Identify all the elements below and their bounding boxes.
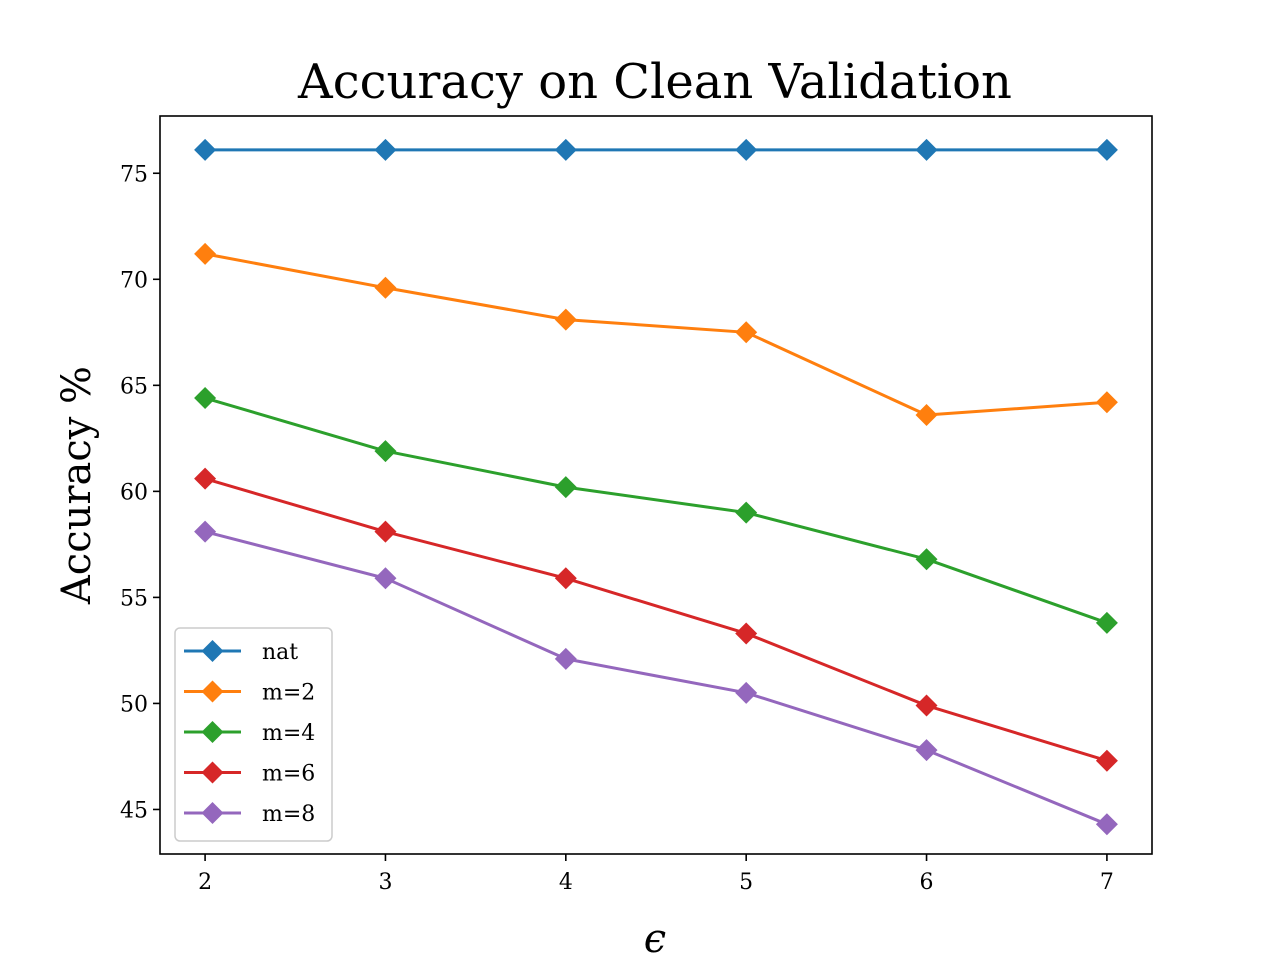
data-point [374, 567, 397, 590]
data-point [194, 467, 217, 490]
series-line [204, 477, 1108, 763]
series-line [204, 396, 1108, 625]
data-point [554, 567, 577, 590]
x-tick-label: 4 [559, 870, 573, 895]
legend-marker [201, 802, 224, 824]
chart-title: Accuracy on Clean Validation [297, 54, 1012, 110]
y-tick-label: 75 [120, 162, 148, 187]
data-point [735, 622, 758, 645]
x-tick-label: 5 [739, 870, 753, 895]
series-m-4 [194, 387, 1118, 634]
x-tick-label: 7 [1100, 870, 1114, 895]
series-nat [194, 138, 1118, 161]
y-axis-label: Accuracy % [54, 366, 100, 605]
legend-marker [201, 680, 224, 703]
data-point [374, 520, 397, 543]
legend-label: m=4 [262, 721, 315, 746]
series-m-6 [194, 467, 1118, 772]
data-point [554, 308, 577, 331]
y-tick-label: 45 [120, 798, 148, 823]
legend-entry: nat [184, 640, 298, 665]
data-point [1095, 749, 1118, 772]
x-tick-label: 6 [920, 870, 934, 895]
data-point [915, 138, 938, 161]
legend-entry: m=4 [184, 721, 315, 746]
data-point [915, 694, 938, 717]
series-line [204, 530, 1108, 826]
legend-label: m=8 [262, 802, 315, 827]
legend-entry: m=6 [184, 761, 315, 787]
y-tick-label: 70 [120, 268, 148, 293]
data-point [1095, 391, 1118, 414]
data-point [1095, 138, 1118, 161]
data-point [194, 138, 217, 161]
data-point [735, 681, 758, 704]
y-tick-label: 50 [120, 692, 148, 717]
x-tick-label: 2 [198, 870, 212, 895]
data-point [735, 501, 758, 524]
data-point [915, 739, 938, 762]
series-m-8 [194, 520, 1118, 836]
legend-entry: m=2 [184, 680, 315, 706]
x-tick-label: 3 [378, 870, 392, 895]
data-point [554, 647, 577, 670]
plot-area [194, 138, 1118, 836]
legend-marker [201, 640, 224, 662]
y-tick-label: 55 [120, 586, 148, 611]
data-point [735, 321, 758, 344]
legend-label: m=2 [262, 681, 315, 706]
data-point [194, 242, 217, 265]
data-point [374, 440, 397, 463]
data-point [1095, 611, 1118, 634]
data-point [1095, 813, 1118, 836]
x-axis-label: ϵ [644, 916, 666, 960]
series-line [204, 252, 1108, 417]
y-tick-label: 60 [120, 480, 148, 505]
data-point [374, 138, 397, 161]
axes-frame [159, 115, 1153, 855]
data-point [554, 138, 577, 161]
data-point [735, 138, 758, 161]
legend-entry: m=8 [184, 802, 315, 827]
data-point [194, 387, 217, 410]
data-point [194, 520, 217, 543]
legend-label: nat [262, 640, 298, 665]
legend-marker [201, 761, 224, 784]
legend-marker [201, 721, 224, 743]
data-point [554, 476, 577, 499]
series-m-2 [194, 242, 1118, 427]
legend-label: m=6 [262, 762, 315, 787]
data-point [374, 276, 397, 299]
data-point [915, 404, 938, 427]
y-tick-label: 65 [120, 374, 148, 399]
data-point [915, 548, 938, 571]
legend: nat m=2 m=4 m=6 m=8 [174, 627, 333, 842]
legend-box [174, 627, 333, 842]
